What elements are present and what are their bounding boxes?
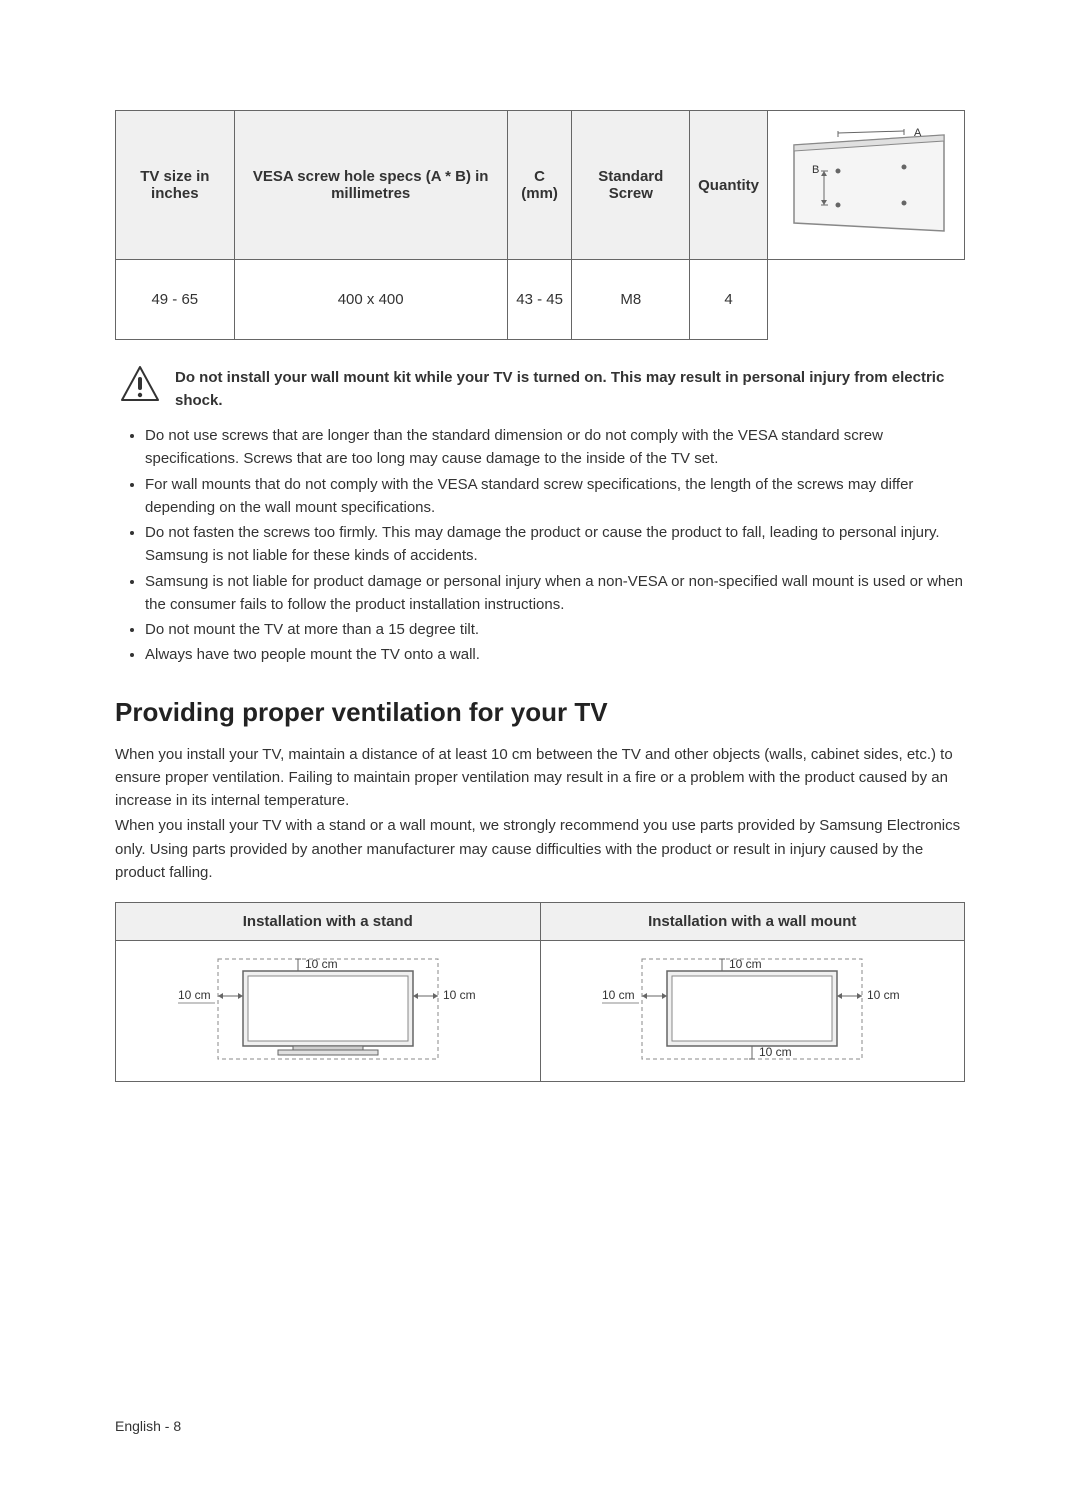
cell-vesa-spec: 400 x 400 (234, 260, 507, 340)
warning-text: Do not install your wall mount kit while… (175, 365, 965, 412)
vesa-spec-table: TV size in inches VESA screw hole specs … (115, 110, 965, 340)
table-row: 49 - 65 400 x 400 43 - 45 M8 4 (116, 260, 965, 340)
svg-text:10 cm: 10 cm (729, 957, 762, 971)
bullet-list: Do not use screws that are longer than t… (115, 424, 965, 667)
cell-quantity: 4 (690, 260, 768, 340)
label-b: B (812, 164, 819, 176)
list-item: Samsung is not liable for product damage… (145, 570, 965, 617)
wall-diagram: 10 cm 10 cm 10 cm 10 cm (587, 951, 917, 1066)
cell-screw: M8 (572, 260, 690, 340)
svg-text:10 cm: 10 cm (602, 988, 635, 1002)
ventilation-para2: When you install your TV with a stand or… (115, 814, 965, 884)
label-a: A (914, 127, 922, 139)
tv-back-diagram: A B (776, 123, 956, 243)
th-stand: Installation with a stand (116, 903, 541, 941)
page-footer: English - 8 (115, 1418, 181, 1434)
svg-text:10 cm: 10 cm (867, 988, 900, 1002)
warning-block: Do not install your wall mount kit while… (115, 365, 965, 412)
svg-text:10 cm: 10 cm (759, 1045, 792, 1059)
list-item: Always have two people mount the TV onto… (145, 643, 965, 666)
th-screw: Standard Screw (572, 111, 690, 260)
installation-table: Installation with a stand Installation w… (115, 902, 965, 1082)
svg-text:10 cm: 10 cm (305, 957, 338, 971)
list-item: For wall mounts that do not comply with … (145, 473, 965, 520)
stand-diagram-cell: 10 cm 10 cm 10 cm (116, 941, 541, 1082)
vesa-diagram-cell: A B (767, 111, 964, 260)
list-item: Do not use screws that are longer than t… (145, 424, 965, 471)
svg-text:10 cm: 10 cm (443, 988, 476, 1002)
stand-diagram: 10 cm 10 cm 10 cm (163, 951, 493, 1066)
th-vesa-spec: VESA screw hole specs (A * B) in millime… (234, 111, 507, 260)
svg-text:10 cm: 10 cm (178, 988, 211, 1002)
list-item: Do not fasten the screws too firmly. Thi… (145, 521, 965, 568)
th-c-mm: C (mm) (507, 111, 572, 260)
wall-diagram-cell: 10 cm 10 cm 10 cm 10 cm (540, 941, 965, 1082)
cell-c-mm: 43 - 45 (507, 260, 572, 340)
th-tv-size: TV size in inches (116, 111, 235, 260)
cell-tv-size: 49 - 65 (116, 260, 235, 340)
list-item: Do not mount the TV at more than a 15 de… (145, 618, 965, 641)
th-quantity: Quantity (690, 111, 768, 260)
warning-icon (120, 365, 160, 403)
th-wall: Installation with a wall mount (540, 903, 965, 941)
ventilation-para1: When you install your TV, maintain a dis… (115, 743, 965, 813)
ventilation-heading: Providing proper ventilation for your TV (115, 697, 965, 728)
